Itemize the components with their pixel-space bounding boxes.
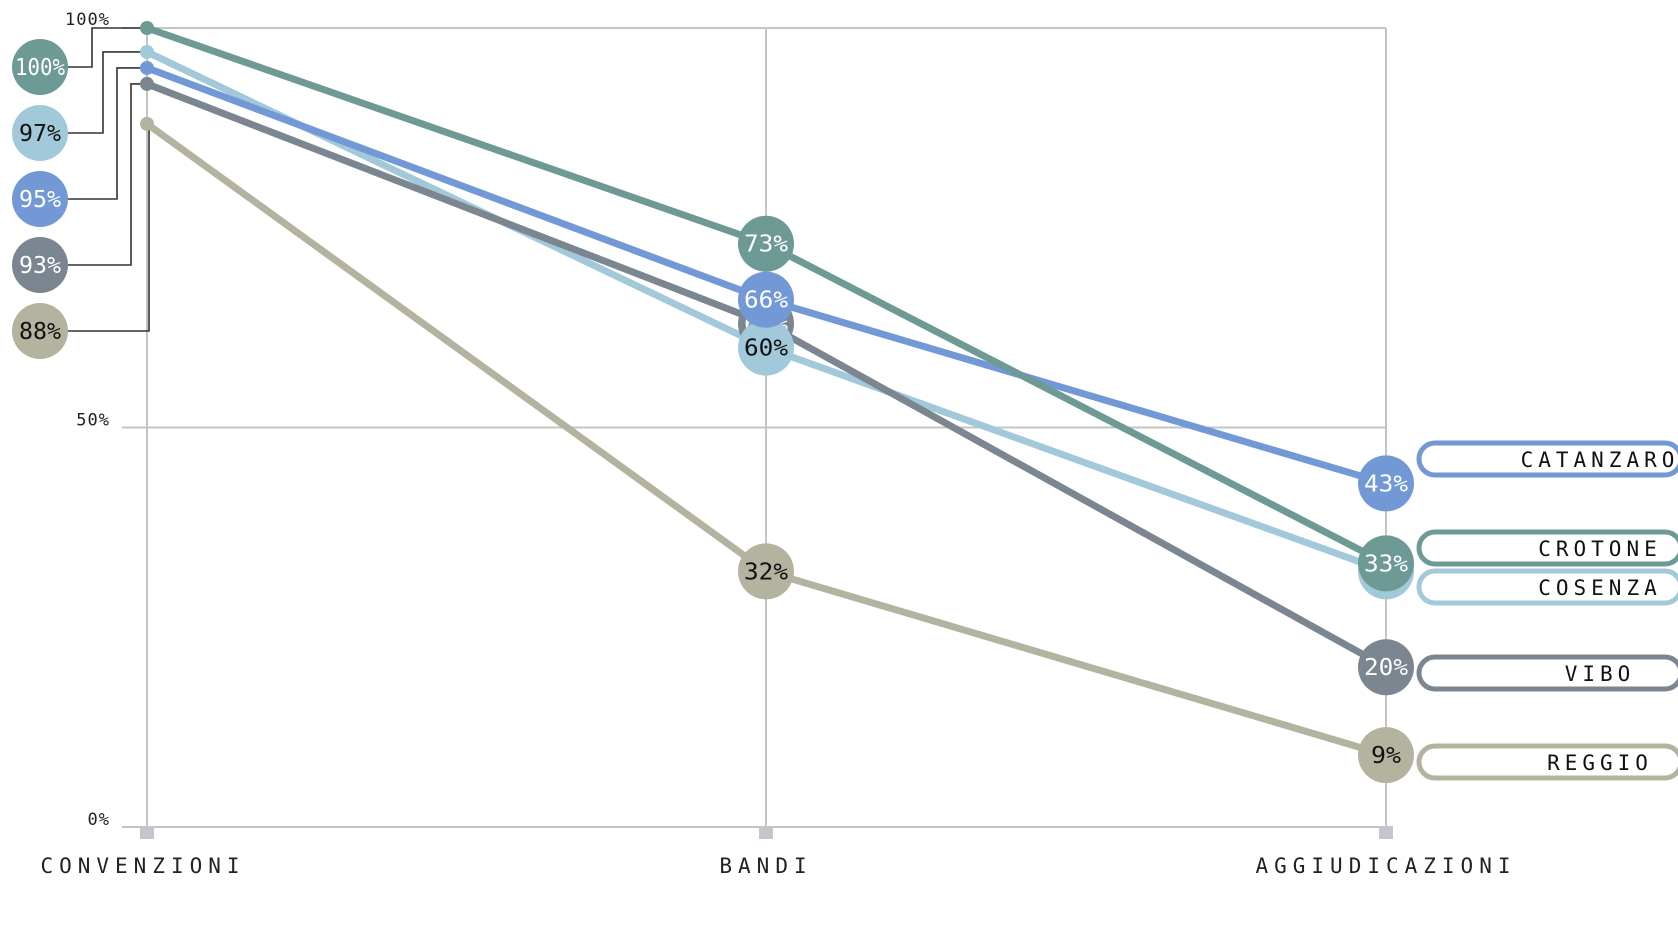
value-bubble-vibo-0 bbox=[12, 237, 68, 293]
series-tag-cosenza bbox=[1416, 568, 1678, 606]
x-tick-marker bbox=[759, 826, 773, 839]
value-label-cosenza-0: 97% bbox=[19, 121, 61, 147]
x-tick-marker bbox=[140, 826, 154, 839]
value-label-reggio-2: 9% bbox=[1371, 743, 1401, 769]
y-tick-label: 0% bbox=[88, 810, 110, 830]
left-label-leaders: 100% 97% 95% 93% 88% bbox=[12, 27, 150, 359]
value-label-catanzaro-2: 43% bbox=[1364, 471, 1408, 497]
value-label-catanzaro-1: 66% bbox=[744, 288, 788, 314]
value-bubble-catanzaro-0 bbox=[12, 171, 68, 227]
leader-line-cosenza bbox=[66, 51, 147, 134]
y-axis: 0% 50% 100% bbox=[65, 10, 110, 830]
series-start-dot-cosenza bbox=[140, 44, 154, 59]
y-tick-label: 100% bbox=[65, 10, 110, 30]
series-tag-catanzaro bbox=[1416, 440, 1678, 478]
value-label-crotone-1: 73% bbox=[744, 232, 788, 258]
value-label-catanzaro-0: 95% bbox=[19, 187, 61, 213]
series-name-catanzaro: CATANZARO bbox=[1521, 448, 1678, 472]
value-label-crotone-2: 33% bbox=[1364, 551, 1408, 577]
value-label-reggio-0: 88% bbox=[19, 319, 61, 345]
value-bubble-cosenza-1 bbox=[738, 319, 794, 376]
series-start-dot-vibo bbox=[140, 76, 154, 91]
series-name-vibo: VIBO bbox=[1565, 662, 1636, 686]
value-bubble-crotone-1 bbox=[738, 215, 794, 272]
grid bbox=[122, 27, 1387, 828]
series-tag-crotone bbox=[1416, 529, 1678, 567]
value-bubble-catanzaro-2 bbox=[1358, 455, 1414, 512]
series-name-crotone: CROTONE bbox=[1538, 537, 1662, 561]
series-tag-vibo bbox=[1416, 654, 1678, 692]
series-start-dot-crotone bbox=[140, 21, 154, 35]
x-tick-marker bbox=[1379, 826, 1393, 839]
value-label-cosenza-1: 60% bbox=[744, 336, 788, 362]
leader-line-catanzaro bbox=[66, 67, 147, 200]
value-label-vibo-0: 93% bbox=[19, 253, 61, 279]
value-bubble-cosenza-0 bbox=[12, 105, 68, 161]
value-bubble-vibo-2 bbox=[1358, 639, 1414, 696]
x-axis: CONVENZIONI BANDI AGGIUDICAZIONI bbox=[40, 826, 1516, 878]
value-bubble-crotone-2 bbox=[1358, 535, 1414, 592]
leader-line-crotone bbox=[66, 27, 147, 68]
x-category-label: CONVENZIONI bbox=[40, 854, 245, 878]
value-bubble-reggio-2 bbox=[1358, 727, 1414, 784]
value-bubble-reggio-0 bbox=[12, 303, 68, 359]
value-bubble-reggio-1 bbox=[738, 543, 794, 600]
series-tag-reggio bbox=[1416, 743, 1678, 781]
value-label-crotone-0: 100% bbox=[15, 55, 65, 81]
y-tick-label: 50% bbox=[76, 411, 110, 431]
x-category-label: AGGIUDICAZIONI bbox=[1255, 854, 1516, 878]
series-start-dot-reggio bbox=[140, 116, 154, 131]
series-name-reggio: REGGIO bbox=[1547, 751, 1653, 775]
x-category-label: BANDI bbox=[719, 854, 812, 878]
value-label-reggio-1: 32% bbox=[744, 559, 788, 585]
value-bubble-catanzaro-1 bbox=[738, 271, 794, 328]
leader-line-reggio bbox=[66, 123, 150, 332]
series-tags: CROTONE CATANZARO COSENZA VIBO REGGIO bbox=[1416, 440, 1678, 781]
series-lines bbox=[140, 21, 1390, 759]
leader-line-vibo bbox=[66, 83, 147, 266]
value-bubble-crotone-0 bbox=[12, 39, 68, 95]
series-name-cosenza: COSENZA bbox=[1538, 576, 1662, 600]
value-label-vibo-2: 20% bbox=[1364, 655, 1408, 681]
series-start-dot-catanzaro bbox=[140, 60, 154, 75]
series-points: 63%32%60%73%66%20%9%32%33%43% bbox=[738, 215, 1414, 784]
